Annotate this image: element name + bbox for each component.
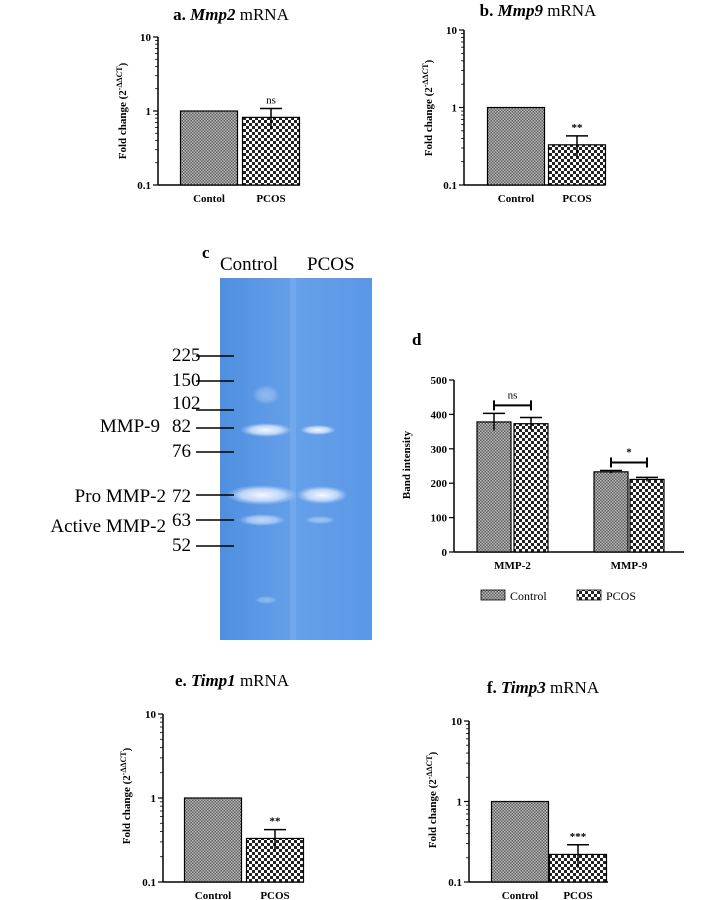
y-tick-label: 10 [140,32,152,44]
y-tick-label: 1 [457,797,463,809]
gel-markers: 225 150 102 82 76 72 63 52 [172,345,234,556]
panel-e-ylabel: Fold change (2-ΔΔCT) [119,747,133,844]
gel-band-promp2-control [226,485,298,505]
y-tick-label: 10 [451,716,463,728]
bar-mmp-9-pcos [629,478,665,553]
panel-d-label: d [412,330,422,349]
significance-label: * [626,446,632,458]
marker-225: 225 [172,345,201,366]
panel-e-title: e. Timp1 mRNA [175,671,290,690]
marker-76: 76 [172,441,191,462]
panel-d-band-intensity: d Band intensity 0 100 200 300 400 500 ns MMP-2… [401,330,684,603]
panel-d-plot: 0 100 200 300 400 500 ns MMP-2 * MMP-9 [431,375,684,572]
panel-b-mmp9: b. Mmp9 mRNA Fold change (2-ΔΔCT) 0.1 1 10… [421,1,607,205]
x-tick-label: PCOS [563,890,592,900]
y-tick-label: 500 [431,375,448,387]
legend-label-control: Control [510,589,547,603]
panel-f-title: f. Timp3 mRNA [487,678,600,697]
band-label-pro-mmp2: Pro MMP-2 [75,486,166,507]
panel-f-plot: 0.1 1 10 Control *** PCOS [448,716,608,900]
gel-smear-upper [252,385,280,405]
panel-f-timp3: f. Timp3 mRNA Fold change (2-ΔΔCT) 0.1 1 1… [425,678,608,900]
y-tick-label: 400 [431,409,448,421]
significance-label: *** [570,831,587,843]
panel-a-mmp2: a. Mmp2 mRNA Fold change (2-ΔΔCT) 0.1 1 10… [115,5,301,205]
marker-150: 150 [172,370,201,391]
y-tick-label: 0.1 [137,180,151,192]
x-tick-label: Control [502,890,538,900]
x-tick-label: MMP-2 [494,560,531,572]
gel-lane-control-label: Control [220,254,278,275]
band-label-active-mmp2: Active MMP-2 [50,516,166,537]
gel-band-mmp9-control [240,423,292,437]
panel-c-gel: c Control PCOS 225 150 102 82 76 72 63 [50,243,372,640]
panel-b-title: b. Mmp9 mRNA [480,1,597,20]
bar-control [490,800,550,883]
x-tick-label: Control [498,193,534,205]
gel-lane-divider [290,278,296,640]
bar-mmp-2-control [476,421,512,553]
legend-swatch-pcos [576,589,602,601]
marker-72: 72 [172,486,191,507]
panel-b-plot: 0.1 1 10 Control ** PCOS [443,25,607,205]
x-tick-label: PCOS [562,193,591,205]
panel-e-timp1: e. Timp1 mRNA Fold change (2-ΔΔCT) 0.1 1 1… [119,671,305,900]
panel-d-legend: Control PCOS [480,589,636,603]
gel-lane-pcos-label: PCOS [307,254,355,275]
y-tick-label: 1 [452,103,458,115]
x-tick-label: Contol [193,193,225,205]
gel-band-mmp9-pcos [300,425,336,435]
x-tick-label: Control [195,890,231,900]
gel-band-activemp2-pcos [304,516,336,524]
legend-label-pcos: PCOS [606,589,636,603]
y-tick-label: 100 [431,513,448,525]
panel-a-plot: 0.1 1 10 Contol ns PCOS [137,32,301,205]
gel-band-activemp2-control [238,514,286,526]
y-tick-label: 10 [145,709,157,721]
bar-control [183,797,243,883]
marker-52: 52 [172,535,191,556]
legend-swatch-control [480,589,506,601]
y-tick-label: 10 [446,25,458,37]
y-tick-label: 0.1 [443,180,457,192]
x-tick-label: PCOS [256,193,285,205]
band-label-mmp9: MMP-9 [100,416,160,437]
panel-a-title: a. Mmp2 mRNA [173,5,289,24]
y-tick-label: 0.1 [448,877,462,889]
marker-82: 82 [172,416,191,437]
y-tick-label: 0 [442,547,448,559]
panel-a-ylabel: Fold change (2-ΔΔCT) [115,62,129,159]
marker-63: 63 [172,510,191,531]
panel-d-ylabel: Band intensity [401,430,413,499]
x-tick-label: PCOS [260,890,289,900]
panel-b-ylabel: Fold change (2-ΔΔCT) [421,59,435,156]
y-tick-label: 1 [146,106,152,118]
significance-label: ** [270,816,282,828]
bar-mmp-9-control [593,471,629,553]
y-tick-label: 1 [151,793,157,805]
bar-mmp-2-pcos [513,423,549,553]
y-tick-label: 200 [431,478,448,490]
significance-label: ns [266,95,276,107]
marker-102: 102 [172,393,201,414]
significance-label: ns [508,389,518,401]
panel-e-plot: 0.1 1 10 Control ** PCOS [142,709,305,900]
x-tick-label: MMP-9 [611,560,648,572]
significance-label: ** [572,122,584,134]
y-tick-label: 300 [431,444,448,456]
bar-control [486,106,546,186]
bar-contol [179,110,239,186]
panel-c-label: c [202,243,210,262]
panel-f-ylabel: Fold change (2-ΔΔCT) [425,751,439,848]
gel-image [220,278,372,640]
gel-band-promp2-pcos [296,486,348,504]
gel-smear-lower [254,596,278,604]
y-tick-label: 0.1 [142,877,156,889]
